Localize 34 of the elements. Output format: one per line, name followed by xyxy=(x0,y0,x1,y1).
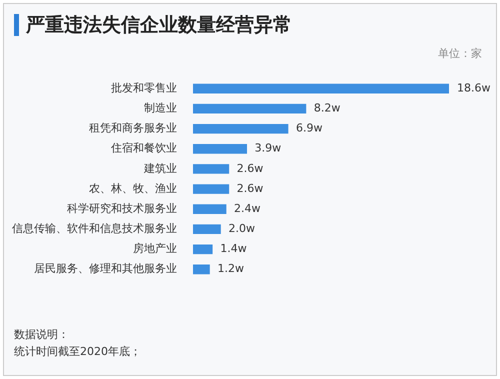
bar xyxy=(193,184,230,194)
text: 统计时间截至2020年底； xyxy=(14,344,141,360)
data-label: 3.9w xyxy=(254,142,282,155)
data-label: 2.4w xyxy=(234,202,261,215)
data-label: 2.6w xyxy=(236,162,264,175)
y-tick-label: 批发和零售业 xyxy=(111,82,177,94)
bar xyxy=(193,224,221,234)
bar xyxy=(193,144,248,154)
bar xyxy=(193,84,449,94)
y-tick-label: 农、林、牧、渔业 xyxy=(89,182,177,195)
y-tick-label: 居民服务、修理和其他服务业 xyxy=(34,262,177,276)
bar xyxy=(193,264,210,274)
y-tick-label: 建筑业 xyxy=(143,162,177,175)
bar xyxy=(193,244,213,254)
y-tick-label: 信息传输、软件和信息技术服务业 xyxy=(12,222,177,236)
bar xyxy=(193,204,226,214)
data-label: 18.6w xyxy=(457,82,490,94)
data-label: 8.2w xyxy=(314,102,340,115)
y-tick-label: 房地产业 xyxy=(133,242,177,256)
bar xyxy=(193,164,230,174)
data-label: 2.6w xyxy=(236,182,264,195)
bar xyxy=(193,124,288,134)
chart-title: 严重违法失信企业数量经营异常 xyxy=(26,13,292,38)
y-tick-label: 制造业 xyxy=(144,102,177,115)
chart-subtitle: 单位：家 xyxy=(438,46,482,61)
y-tick-label: 租凭和商务服务业 xyxy=(89,122,177,135)
bar xyxy=(193,104,306,114)
y-tick-label: 科学研究和技术服务业 xyxy=(67,202,177,215)
data-label: 1.4w xyxy=(220,242,247,256)
data-label: 2.0w xyxy=(228,222,256,236)
text: 数据说明： xyxy=(14,327,70,343)
y-tick-label: 住宿和餐饮业 xyxy=(111,142,177,155)
data-label: 1.2w xyxy=(218,262,244,276)
data-label: 6.9w xyxy=(296,122,322,135)
